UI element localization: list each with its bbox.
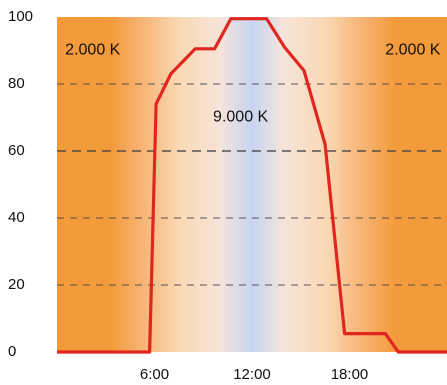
y-tick-label-80: 80 [8,75,25,92]
y-tick-label-100: 100 [8,8,33,25]
series-line-0 [57,17,447,354]
annotation-2: 2.000 K [385,42,440,59]
annotation-0: 2.000 K [65,42,120,59]
x-tick-label-2: 18:00 [331,366,369,383]
y-tick-label-20: 20 [8,276,25,293]
x-tick-label-0: 6:00 [140,366,169,383]
x-tick-layer: 6:00 12:00 18:00 [140,366,368,383]
y-tick-label-0: 0 [8,343,16,360]
y-tick-label-60: 60 [8,142,25,159]
grid-layer [57,83,447,286]
y-tick-label-40: 40 [8,209,25,226]
series-layer [57,17,447,354]
plot-background [57,17,447,352]
annotation-layer: 2.000 K 9.000 K 2.000 K [65,42,441,126]
x-tick-label-1: 12:00 [233,366,271,383]
annotation-1: 9.000 K [213,109,268,126]
y-tick-layer: 0 20 40 60 80 100 [8,8,33,360]
